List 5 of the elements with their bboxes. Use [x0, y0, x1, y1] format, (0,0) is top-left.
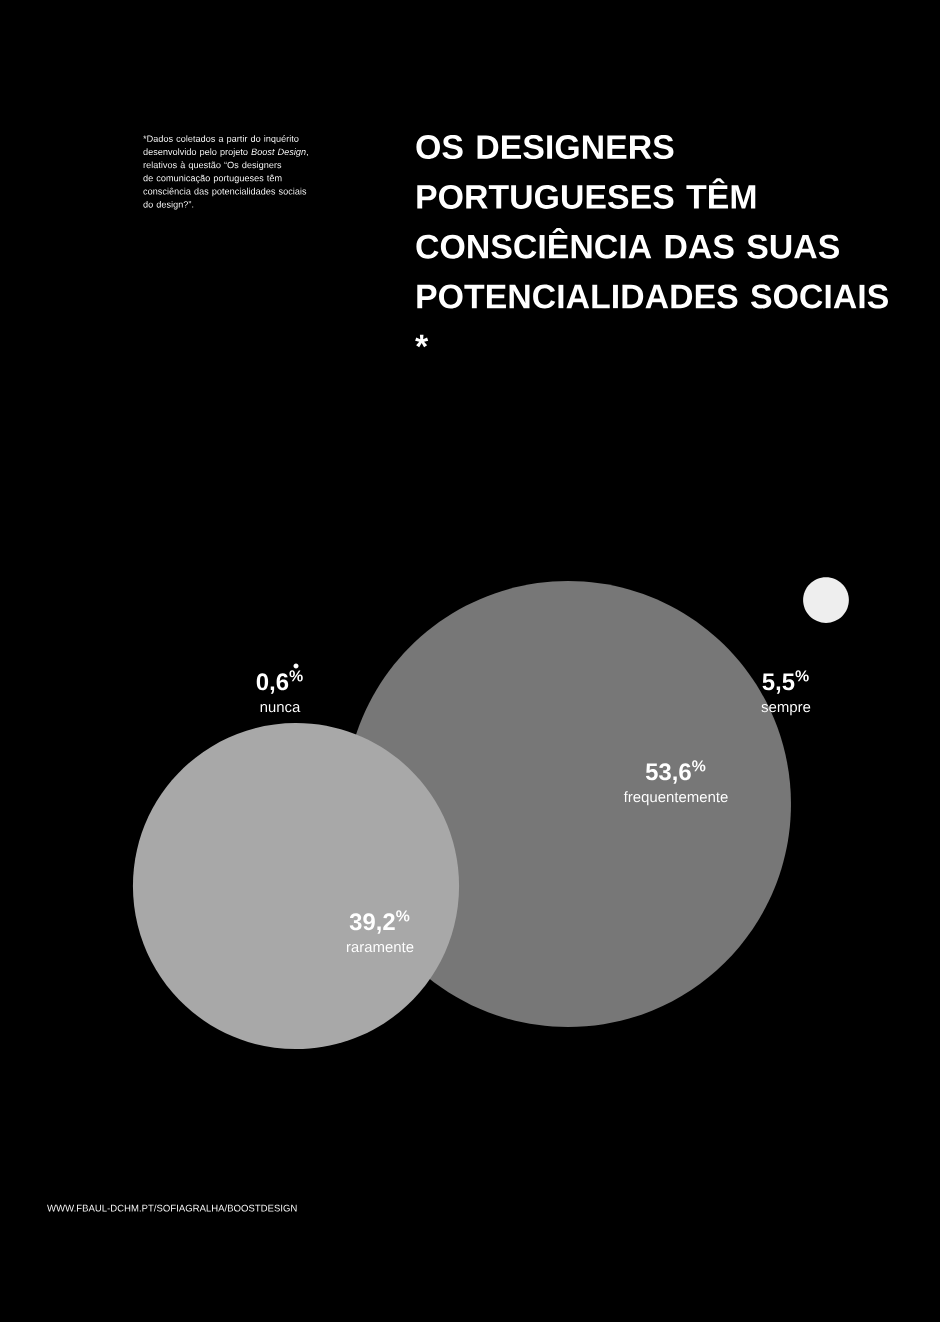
text: OS DESIGNERS PORTUGUESES TÊM CONSCIÊNCIA DAS SUAS POTENCIALIDADES SOCIAIS *	[415, 135, 888, 348]
data-label: 53,6$^{%}$	[645, 760, 706, 784]
data-label: 39,2$^{%}$	[349, 910, 410, 934]
data-label: 0,6$^{%}$	[256, 670, 303, 694]
data-label: 5,5$^{%}$	[762, 670, 809, 694]
